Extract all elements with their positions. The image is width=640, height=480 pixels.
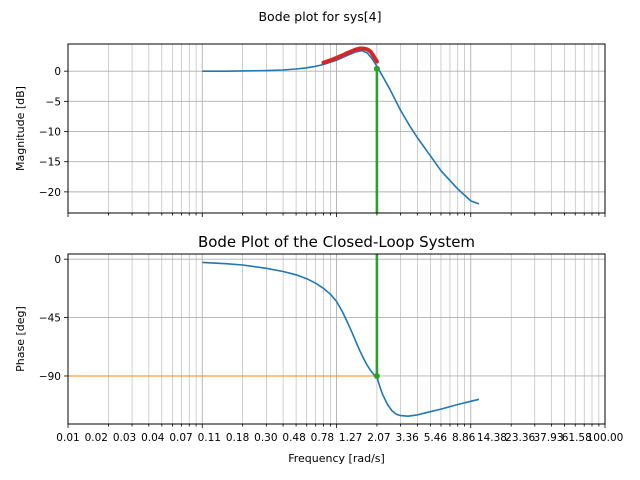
magnitude-x-ticks xyxy=(67,213,606,217)
figure-suptitle: Bode plot for sys[4] xyxy=(258,9,381,24)
x-tick-label: 0.07 xyxy=(169,432,192,444)
phase-y-tick-label: 0 xyxy=(54,254,61,266)
x-tick-label: 0.78 xyxy=(311,432,334,444)
x-tick-label: 61.58 xyxy=(562,432,592,444)
magnitude-y-tick-label: −20 xyxy=(39,187,61,199)
magnitude-y-tick-label: −15 xyxy=(39,157,61,169)
magnitude-y-ticks: 0 −5 −10 −15 −20 xyxy=(39,66,68,199)
x-tick-label: 3.36 xyxy=(395,432,419,444)
magnitude-panel: 0 −5 −10 −15 −20 Magnitude [dB] xyxy=(14,43,606,217)
phase-y-tick-label: −45 xyxy=(39,313,61,325)
x-tick-label: 0.01 xyxy=(56,432,79,444)
x-tick-label: 23.36 xyxy=(505,432,535,444)
x-tick-label: 0.18 xyxy=(226,432,249,444)
phase-panel: 0 −45 −90 0.01 0.02 0.03 0.04 0.07 0.11 0.18 0.30… xyxy=(14,233,623,465)
x-tick-label: 0.02 xyxy=(85,432,108,444)
x-tick-label: 14.38 xyxy=(477,432,507,444)
x-tick-label: 8.86 xyxy=(452,432,476,444)
x-tick-label: 37.93 xyxy=(533,432,563,444)
phase-panel-title: Bode Plot of the Closed-Loop System xyxy=(198,233,475,251)
magnitude-y-axis-label: Magnitude [dB] xyxy=(14,86,27,171)
magnitude-y-tick-label: −10 xyxy=(39,127,61,139)
x-tick-label: 1.27 xyxy=(339,432,362,444)
x-tick-label: 2.07 xyxy=(367,432,390,444)
phase-grid xyxy=(67,254,605,424)
phase-crossover-point xyxy=(373,372,380,379)
phase-y-axis-label: Phase [deg] xyxy=(14,306,27,372)
x-tick-label: 0.03 xyxy=(113,432,136,444)
x-axis-label: Frequency [rad/s] xyxy=(288,452,385,465)
phase-response-line xyxy=(202,261,480,418)
x-tick-label: 5.46 xyxy=(424,432,448,444)
magnitude-plot-area xyxy=(202,46,480,213)
phase-plot-area xyxy=(68,254,480,418)
phase-y-tick-label: −90 xyxy=(39,371,61,383)
phase-x-ticks: 0.01 0.02 0.03 0.04 0.07 0.11 0.18 0.30 0.48 0.78… xyxy=(56,424,623,444)
magnitude-crossover-point xyxy=(373,65,380,72)
x-tick-label: 0.11 xyxy=(198,432,221,444)
magnitude-response-line xyxy=(202,49,480,205)
x-tick-label: 0.04 xyxy=(141,432,165,444)
magnitude-y-tick-label: 0 xyxy=(54,66,61,78)
magnitude-y-tick-label: −5 xyxy=(46,96,61,108)
x-tick-label: 0.30 xyxy=(254,432,277,444)
x-tick-label: 100.00 xyxy=(587,432,624,444)
phase-y-ticks: 0 −45 −90 xyxy=(39,254,68,383)
magnitude-peak-highlight xyxy=(321,46,379,65)
x-tick-label: 0.48 xyxy=(282,432,305,444)
